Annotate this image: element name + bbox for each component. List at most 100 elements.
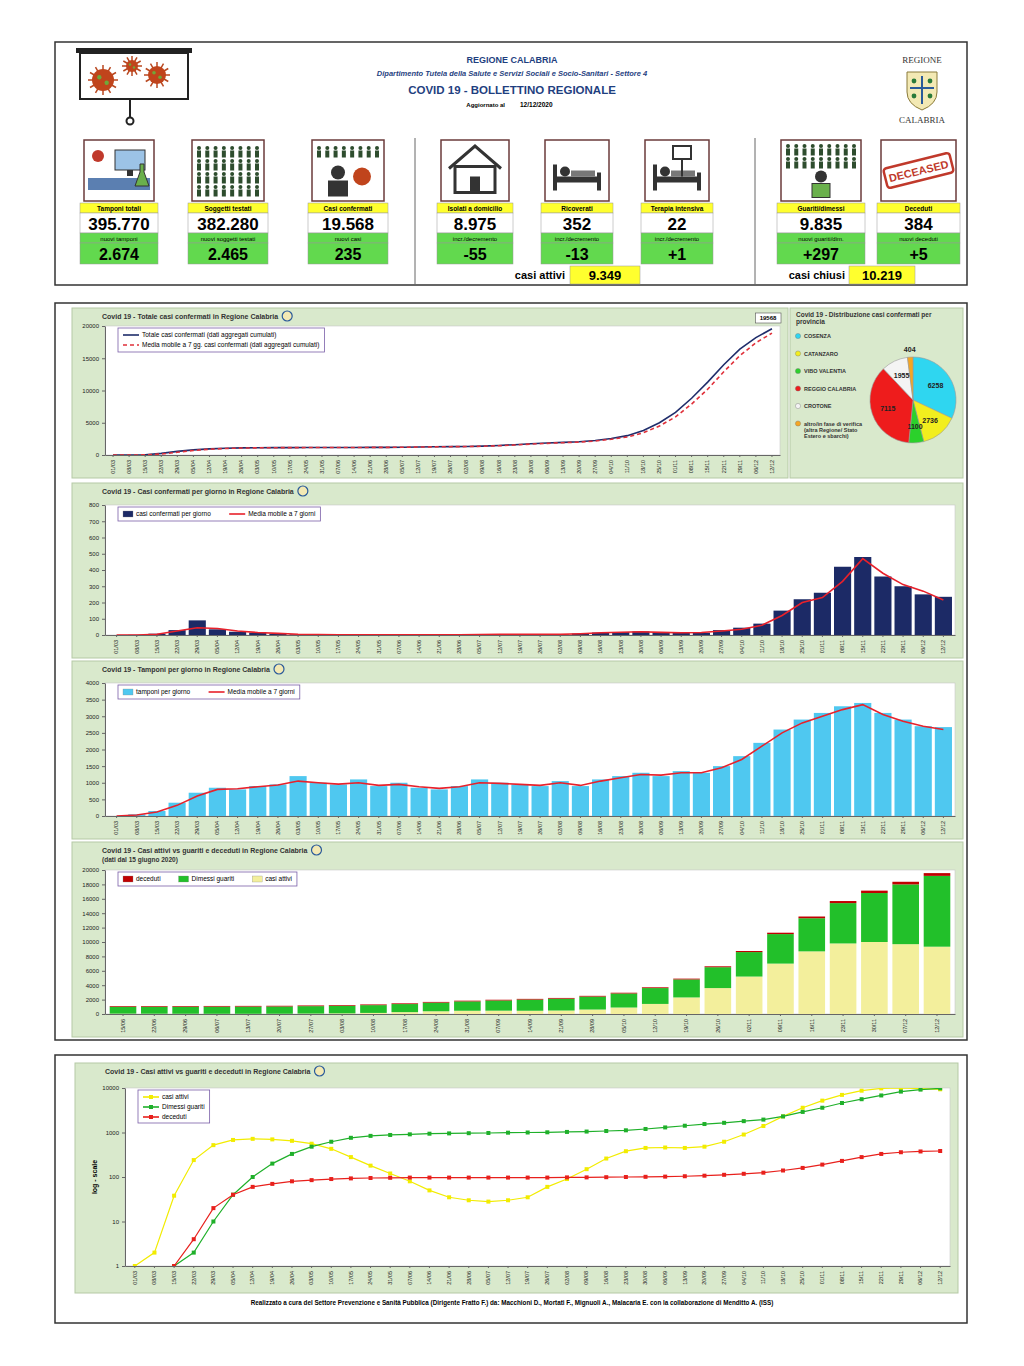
icon-pole: [681, 159, 683, 177]
x-tick-mark: [843, 1014, 844, 1016]
x-tick-mark: [842, 816, 843, 818]
icon-head: [815, 171, 827, 183]
x-tick-label: 08/03: [151, 1271, 157, 1285]
x-tick-mark: [862, 635, 863, 637]
bar-segment: [517, 1011, 544, 1014]
y-tick-mark: [122, 1222, 125, 1223]
x-tick: 12/12: [769, 455, 775, 474]
x-tick: 15/03: [154, 816, 160, 835]
x-tick: 16/08: [597, 816, 603, 835]
icon-head: [255, 185, 259, 189]
kpi-value-bg: [308, 213, 388, 233]
x-tick-mark: [467, 1014, 468, 1016]
x-tick-label: 10/05: [315, 821, 321, 835]
x-tick: 07/06: [407, 1266, 413, 1285]
x-tick: 03/05: [295, 635, 301, 654]
x-tick-mark: [684, 1266, 685, 1268]
x-tick-label: 15/11: [858, 1271, 864, 1284]
x-tick: 30/11: [871, 1014, 877, 1032]
x-tick-label: 12/12: [940, 640, 946, 654]
y-tick: 16000: [82, 896, 105, 902]
icon-head: [238, 172, 242, 176]
x-tick-label: 11/10: [624, 460, 630, 473]
marker: [781, 1168, 785, 1172]
legend-marker: [149, 1105, 153, 1109]
chart: Covid 19 - Casi attivi vs guariti e dece…: [72, 842, 963, 1037]
x-tick: 12/04: [234, 816, 240, 835]
x-tick-mark: [691, 455, 692, 457]
icon-head: [317, 146, 321, 150]
icon-frame: [312, 140, 384, 201]
y-tick-label: 8000: [86, 954, 100, 960]
icon-body: [255, 164, 259, 171]
x-axis-line: [106, 816, 956, 817]
bar-segment: [172, 1006, 199, 1008]
x-tick-mark: [665, 1266, 666, 1268]
x-tick-label: 06/12: [917, 1271, 923, 1285]
x-tick-mark: [217, 635, 218, 637]
x-tick-label: 04/10: [608, 460, 614, 474]
x-tick-label: 06/12: [920, 821, 926, 835]
x-tick-label: 18/10: [779, 821, 785, 835]
x-tick: 24/05: [367, 1266, 373, 1285]
x-tick-mark: [623, 1014, 624, 1016]
x-tick-label: 12/04: [206, 460, 212, 474]
y-tick: 100: [109, 1174, 125, 1180]
x-tick-label: 20/09: [698, 640, 704, 654]
y-tick: 500: [89, 551, 105, 557]
icon-head: [803, 144, 807, 148]
y-tick-label: 3500: [86, 697, 100, 703]
y-axis-line: [105, 684, 106, 817]
x-tick: 19/04: [222, 455, 228, 474]
y-tick-label: 1000: [86, 780, 100, 786]
x-tick: 28/06: [456, 635, 462, 654]
x-tick: 23/08: [618, 635, 624, 654]
x-tick-label: 14/09: [527, 1019, 533, 1033]
bar-segment: [767, 933, 794, 934]
kpi-delta-label-bg: [188, 233, 268, 243]
bar: [794, 599, 811, 635]
x-tick-label: 27/09: [718, 821, 724, 835]
y-tick: 0: [96, 632, 105, 638]
marker: [840, 1159, 844, 1163]
bar: [774, 730, 791, 816]
x-tick-label: 20/09: [576, 460, 582, 474]
x-tick-mark: [449, 1266, 450, 1268]
text-line: Estero e sbarchi): [804, 433, 849, 439]
logo-dot: [928, 94, 933, 99]
icon-bed-leg: [653, 165, 657, 191]
kpi-value-bg: [877, 213, 960, 233]
y-axis-line: [105, 327, 106, 456]
bar-segment: [204, 1007, 231, 1014]
marker: [526, 1195, 530, 1199]
x-tick: 08/03: [134, 816, 140, 835]
charts-frame: [55, 303, 967, 1040]
kpi-value: 9.835: [800, 215, 843, 234]
x-axis: 01/0308/0315/0322/0329/0305/0412/0419/04…: [106, 816, 956, 835]
x-tick-label: 12/04: [234, 640, 240, 654]
bar: [814, 713, 831, 816]
x-tick-label: 26/10: [715, 1019, 721, 1033]
kpi-icon: [645, 140, 709, 201]
bar-segment: [423, 1011, 450, 1014]
kpi-label: Casi confermati: [324, 205, 373, 212]
icon-stamp: DECEASED: [883, 153, 954, 189]
x-tick: 23/08: [618, 816, 624, 835]
x-tick-mark: [358, 816, 359, 818]
x-tick-label: 29/03: [194, 640, 200, 654]
y-tick-label: 600: [89, 535, 100, 541]
icon-head: [786, 144, 790, 148]
x-tick: 06/12: [917, 1266, 923, 1285]
bar: [269, 784, 286, 816]
x-tick-label: 14/06: [426, 1271, 432, 1285]
y-tick-mark: [102, 733, 105, 734]
x-tick: 29/03: [174, 455, 180, 474]
x-tick-label: 22/03: [174, 640, 180, 654]
marker: [702, 1174, 706, 1178]
marker: [349, 1155, 353, 1159]
bar-segment: [642, 1004, 669, 1014]
x-tick-mark: [579, 455, 580, 457]
x-tick: 14/06: [351, 455, 357, 474]
marker: [349, 1136, 353, 1140]
x-tick: 15/03: [142, 455, 148, 474]
